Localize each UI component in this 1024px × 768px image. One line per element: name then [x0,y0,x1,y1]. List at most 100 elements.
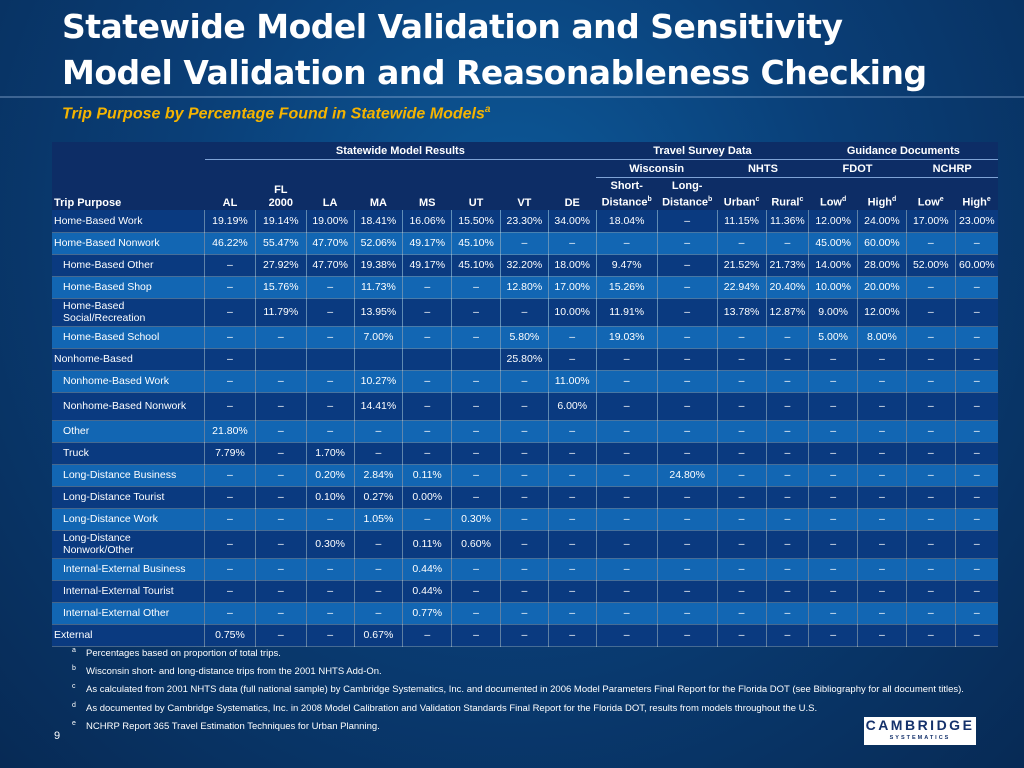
footnotes: a Percentages based on proportion of tota… [72,645,964,736]
table-cell: – [857,464,907,487]
table-cell: – [204,254,256,277]
table-cell: 49.17% [402,254,453,277]
table-row: Nonhome-Based –25.80% – – – – – – – – – [52,348,998,371]
table-row: Long-Distance Work – – –1.05% –0.30% – – – – – – – –… [52,508,998,531]
table-cell: – [548,464,597,487]
table-header: Statewide Model Results Travel Survey Da… [52,142,998,210]
table-cell: – [955,348,998,371]
table-cell: 0.20% [306,464,355,487]
title-line-1: Statewide Model Validation and Sensitivi… [62,7,843,46]
table-cell: – [451,276,501,299]
table-cell: 0.77% [402,602,453,625]
table-row: Home-Based School – – –7.00% – –5.80% –19.03% –… [52,326,998,349]
row-label: Truck [52,442,206,465]
table-cell: 52.06% [354,232,404,255]
table-row: Other 21.80% – – – – – – – – – – – – – – – [52,420,998,443]
table-cell: – [717,348,767,371]
table-cell: – [500,392,549,421]
table-cell: – [955,442,998,465]
table-cell: – [717,326,767,349]
table-cell: 0.11% [402,464,453,487]
table-cell: 19.38% [354,254,404,277]
table-cell: – [808,602,859,625]
table-cell: – [596,602,658,625]
table-cell: – [657,392,718,421]
row-label: Internal-External Other [52,602,206,625]
footnote-mark: b [72,665,76,673]
table-cell: – [451,558,501,581]
table-cell: – [657,254,718,277]
table-cell: – [766,370,810,393]
table-cell: – [955,602,998,625]
table-cell: – [596,420,658,443]
table-cell: 2.84% [354,464,404,487]
table-cell: – [717,624,767,647]
row-label: Home-Based Shop [52,276,206,299]
table-cell: – [451,602,501,625]
table-cell: 45.10% [451,232,501,255]
table-cell: – [354,558,404,581]
row-label: Home-Based Social/Recreation [52,298,206,327]
table-cell: – [354,580,404,603]
table-cell: 34.00% [548,210,597,233]
table-cell: – [717,558,767,581]
table-cell: – [808,392,859,421]
table-cell: – [857,420,907,443]
table-cell: – [451,420,501,443]
table-cell: – [255,442,307,465]
table-cell: – [955,580,998,603]
table-cell: 11.15% [717,210,767,233]
table-cell: – [451,464,501,487]
table-cell: – [354,602,404,625]
col-rural: Ruralc [766,177,809,210]
table-cell: – [657,348,718,371]
table-row: Long-Distance Business – –0.20% 2.84% 0.11% –… [52,464,998,487]
table-cell: 11.36% [766,210,810,233]
table-cell: – [906,602,956,625]
table-cell: 12.87% [766,298,810,327]
table-cell: 0.27% [354,486,404,509]
table-cell: 5.80% [500,326,549,349]
table-row: Internal-External Tourist – – – –0.44% – – – – – –… [52,580,998,603]
table-row: External 0.75% – –0.67% – – – – – – – – – – – – [52,624,998,647]
table-cell: – [717,486,767,509]
table-cell: – [808,558,859,581]
table-cell: – [906,232,956,255]
table-cell: 18.41% [354,210,404,233]
table-cell: – [657,442,718,465]
col-ms: MS [402,177,452,210]
table-cell: – [766,558,810,581]
table-cell: 0.00% [402,486,453,509]
table-cell: 19.14% [255,210,307,233]
table-cell: 14.41% [354,392,404,421]
table-cell: 52.00% [906,254,956,277]
table-cell: – [204,580,256,603]
col-ut: UT [451,177,501,210]
table-cell: – [906,530,956,559]
subgroup-nhts: NHTS [717,159,809,178]
table-cell: – [808,442,859,465]
table-cell: 7.00% [354,326,404,349]
footnote-mark: a [72,647,76,654]
table-cell: – [402,298,453,327]
table-cell: – [808,370,859,393]
table-cell: – [548,508,597,531]
table-cell: – [306,558,355,581]
row-label: Nonhome-Based Nonwork [52,392,206,421]
table-cell: 18.00% [548,254,597,277]
table-cell: 47.70% [306,254,355,277]
table-cell: – [596,530,658,559]
table-cell: 28.00% [857,254,907,277]
footnote: c As calculated from 2001 NHTS data (full… [72,681,964,699]
table-cell: – [306,392,355,421]
col-vt: VT [500,177,549,210]
table-cell: – [451,392,501,421]
table-cell: – [766,602,810,625]
table-row: Home-Based Nonwork 46.22% 55.47% 47.70% 52.0… [52,232,998,255]
table-cell: – [204,464,256,487]
table-cell: – [657,558,718,581]
table-cell: 0.60% [451,530,501,559]
table-cell: – [857,558,907,581]
table-cell: – [596,464,658,487]
table-cell: – [548,420,597,443]
